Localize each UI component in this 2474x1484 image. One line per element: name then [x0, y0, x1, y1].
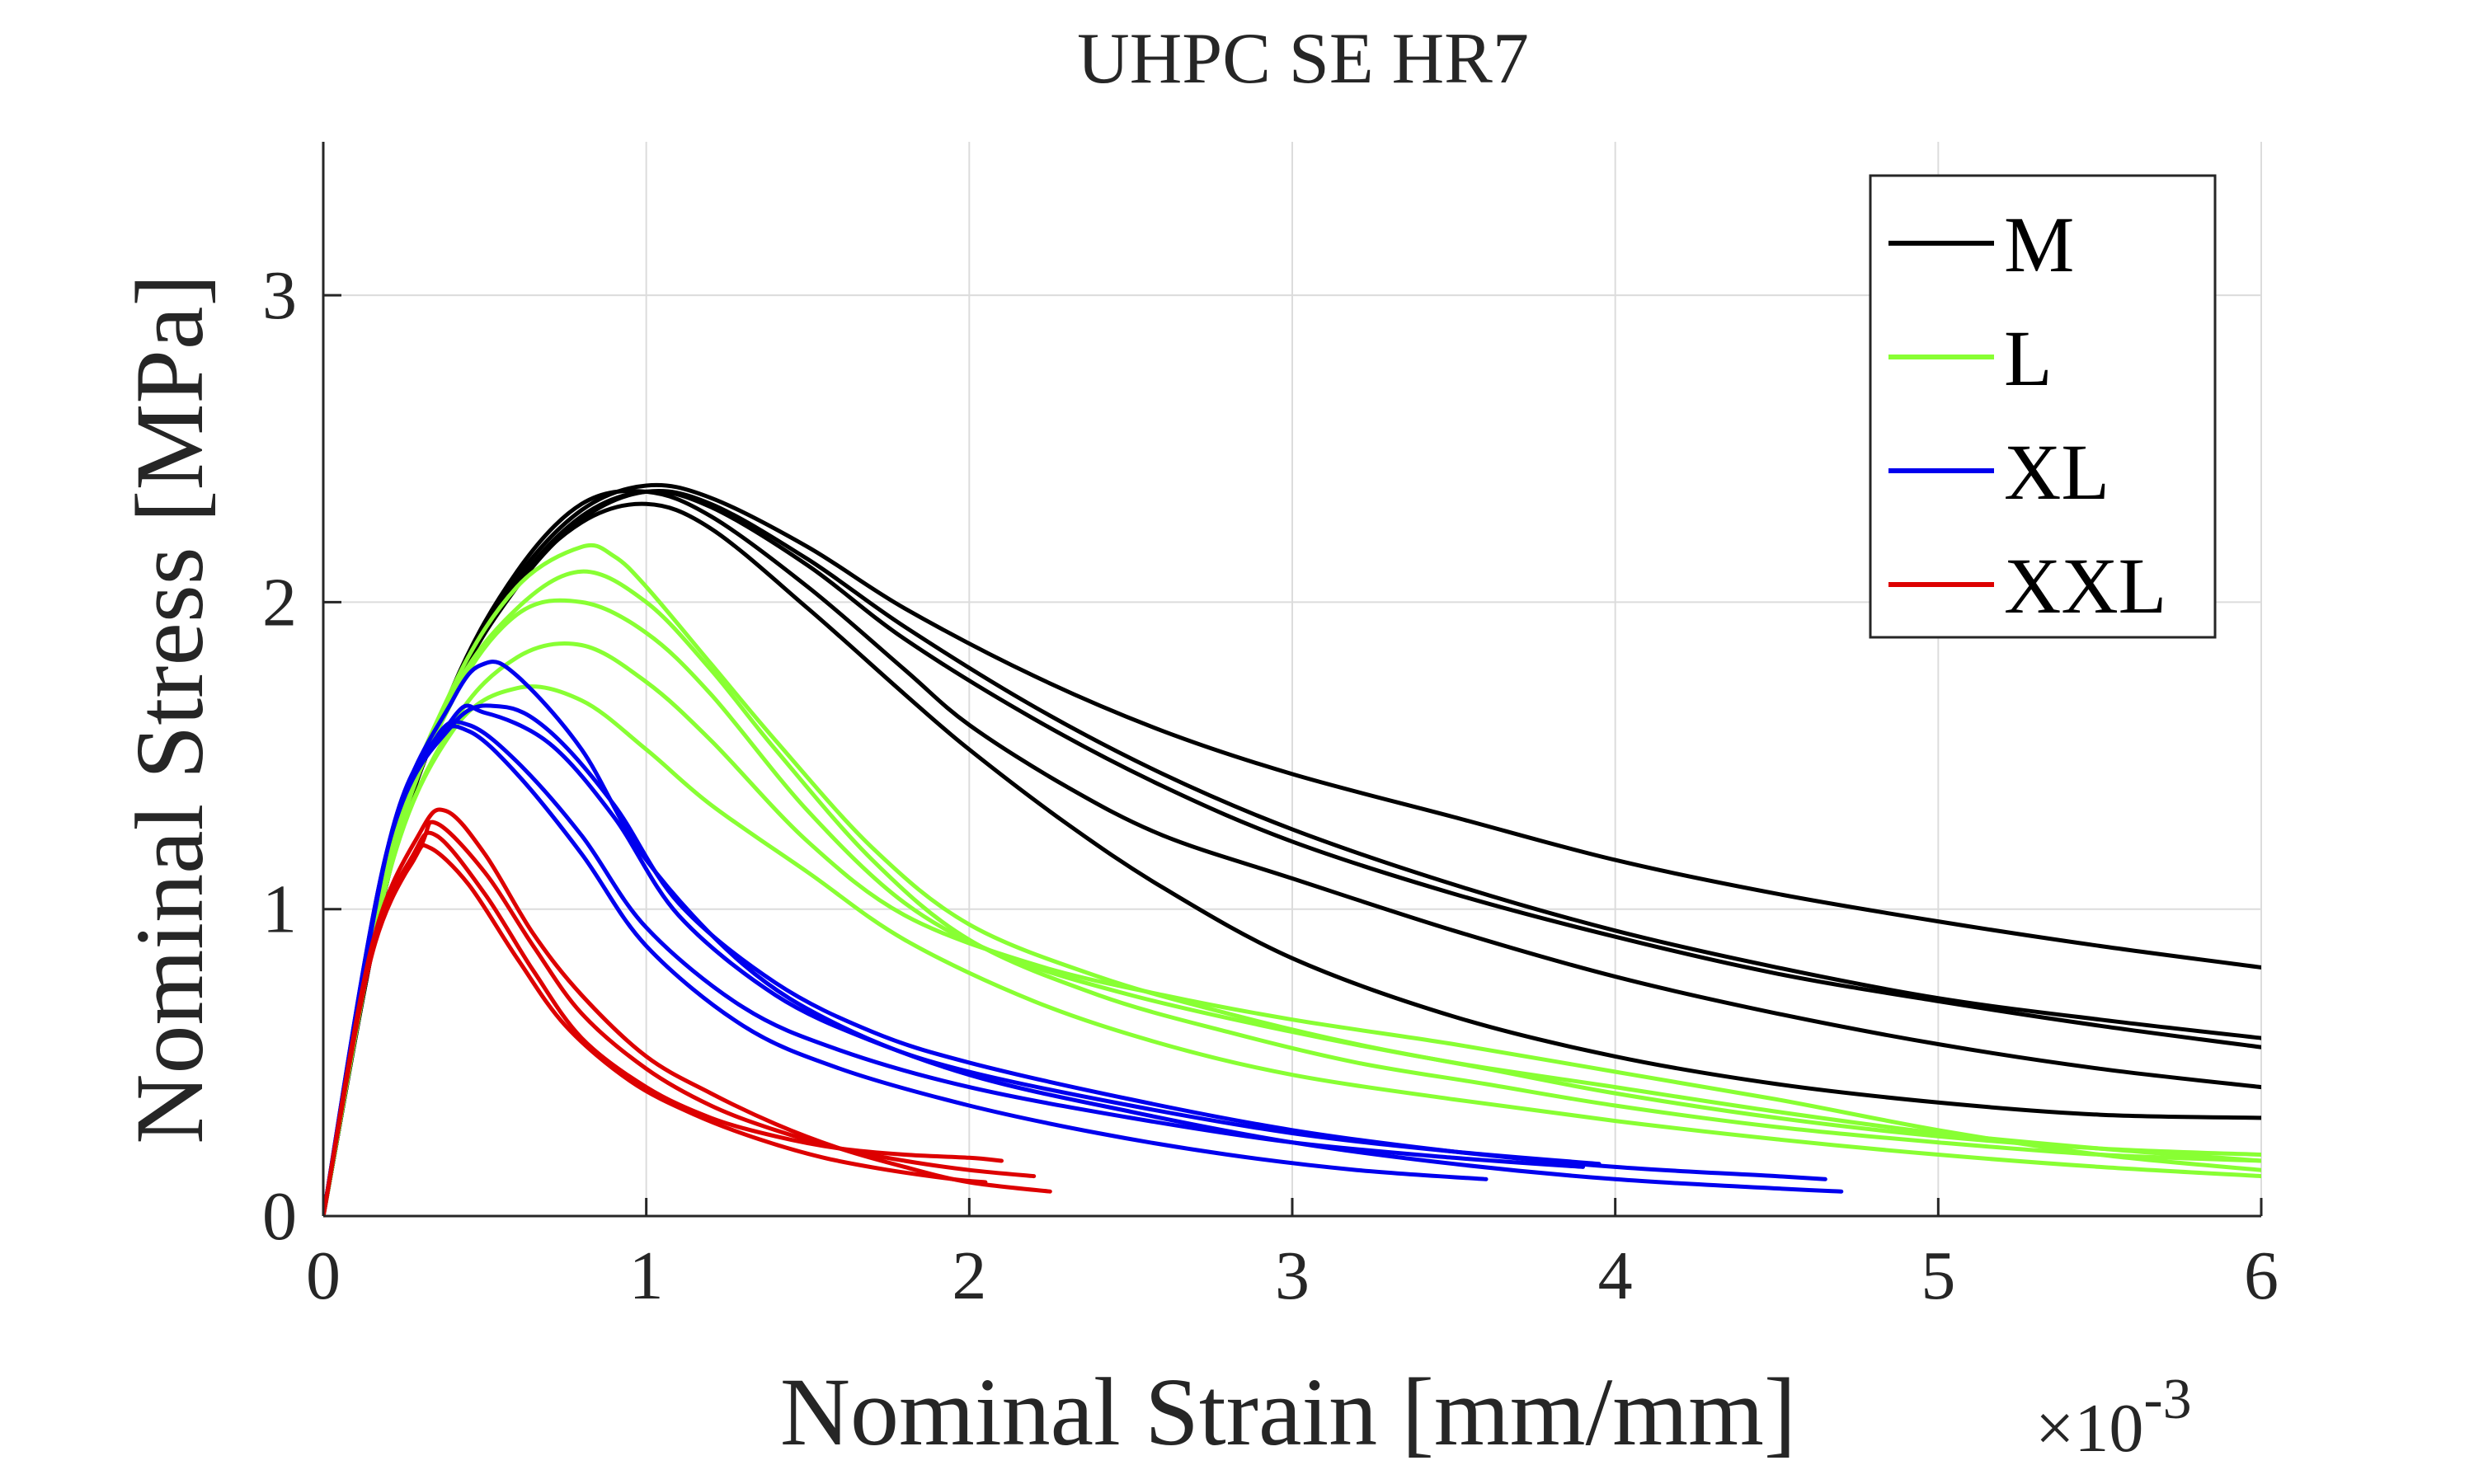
series-xl-curve: [323, 703, 1827, 1216]
series-xl-curve: [323, 724, 1489, 1216]
x-axis-label: Nominal Strain [mm/mm]: [780, 1358, 1796, 1466]
series-xl: [323, 660, 1844, 1216]
plot-area: [323, 482, 2261, 1216]
series-l-curve: [323, 641, 2261, 1216]
legend-box: [1869, 174, 2217, 639]
series-xl-curve: [323, 660, 1844, 1216]
legend-label: XXL: [2004, 542, 2166, 630]
series-xl-curve: [323, 719, 1585, 1216]
series-l-curve: [323, 542, 2261, 1216]
x-axis-exponent: ×10-3: [2035, 1368, 2192, 1467]
series-xxl-curve: [323, 843, 988, 1216]
x-tick-label: 1: [629, 1237, 664, 1314]
legend-label: XL: [2004, 428, 2109, 516]
legend-item-xxl: XXL: [1888, 542, 2166, 630]
ticks: 0 1 2 3 4 5 6 0 1 2 3: [262, 257, 2279, 1314]
series-xl-curve: [323, 703, 1602, 1216]
y-axis-label: Nominal Stress [MPa]: [115, 274, 223, 1144]
legend-item-l: L: [1888, 314, 2053, 402]
x-tick-label: 4: [1598, 1237, 1633, 1314]
legend-item-xl: XL: [1888, 428, 2109, 516]
x-tick-label: 0: [306, 1237, 341, 1314]
series-xxl-curve: [323, 807, 1052, 1216]
y-tick-label: 1: [262, 871, 297, 948]
legend-label: L: [2004, 314, 2053, 402]
legend: ML XL XXL: [1869, 174, 2217, 639]
chart-title: UHPC SE HR7: [1077, 19, 1529, 99]
series-m-curve: [323, 488, 2261, 1216]
x-axis-exponent-power: -3: [2143, 1368, 2191, 1431]
legend-label: M: [2004, 200, 2074, 289]
x-axis-exponent-base: ×10: [2035, 1390, 2143, 1467]
y-tick-label: 3: [262, 257, 297, 334]
y-tick-label: 0: [262, 1178, 297, 1255]
x-tick-label: 6: [2244, 1237, 2279, 1314]
x-tick-label: 2: [952, 1237, 986, 1314]
series-xxl: [323, 807, 1052, 1216]
x-tick-label: 5: [1921, 1237, 1955, 1314]
x-tick-label: 3: [1275, 1237, 1310, 1314]
y-tick-label: 2: [262, 564, 297, 641]
legend-item-m: M: [1888, 200, 2074, 289]
